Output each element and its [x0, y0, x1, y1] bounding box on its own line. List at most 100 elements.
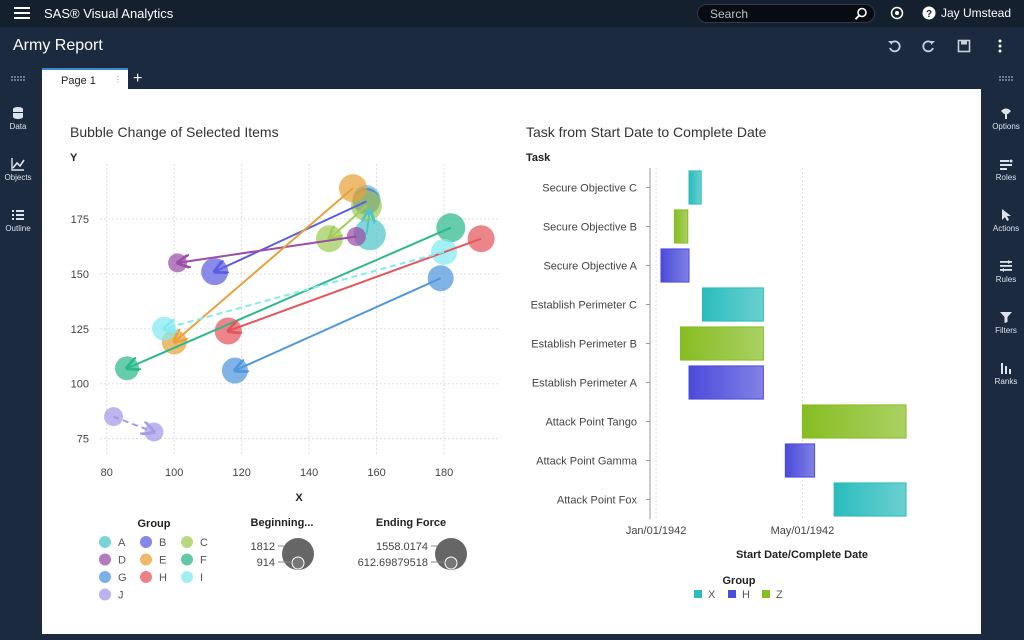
y-tick-label: 125 [71, 324, 89, 336]
filter-icon [1000, 312, 1012, 323]
size-legend-value: 612.69879518 [358, 557, 428, 569]
sidebar-item-options[interactable]: Options [988, 106, 1024, 146]
change-arrow-I [164, 250, 445, 329]
change-arrow-C [329, 204, 368, 239]
sidebar-item-objects[interactable]: Objects [0, 157, 36, 197]
gantt-bar [679, 326, 764, 361]
legend-swatch-J [99, 588, 111, 601]
charts-svg: Bubble Change of Selected Items Y X 80 100 12… [70, 124, 907, 602]
sidebar-item-rules[interactable]: Rules [988, 259, 1024, 299]
sidebar-item-outline[interactable]: Outline [0, 208, 36, 248]
sidebar-label: Data [9, 122, 27, 131]
report-title: Army Report [13, 37, 103, 54]
change-arrow-B [215, 200, 367, 271]
size-legend-value: 914 [257, 557, 275, 569]
tab-page-1[interactable]: Page 1 [42, 68, 128, 89]
task-label: Establish Perimeter C [531, 300, 637, 312]
add-page-button[interactable]: + [133, 70, 143, 87]
sidebar-label: Options [992, 122, 1020, 131]
gantt-bar [801, 404, 907, 439]
task-label: Establish Perimeter A [532, 378, 638, 390]
change-arrow-D [178, 235, 357, 263]
x-tick-label: 120 [232, 467, 250, 479]
hamburger-menu-icon[interactable] [14, 7, 30, 20]
save-icon[interactable] [957, 39, 971, 53]
collapse-grip-icon[interactable] [999, 76, 1013, 82]
gantt-legend-label: H [742, 589, 750, 601]
x-tick-label: 140 [300, 467, 318, 479]
sidebar-label: Objects [4, 173, 32, 182]
legend-swatch-D [99, 553, 111, 566]
user-name[interactable]: Jay Umstead [941, 6, 1012, 20]
change-arrow-F [127, 226, 452, 369]
task-label: Establish Perimeter B [531, 339, 637, 351]
tab-label: Page 1 [61, 75, 96, 87]
gantt-bar [784, 443, 816, 478]
rules-icon [1000, 260, 1012, 272]
legend-label-G: G [118, 572, 127, 584]
bubble-E [338, 174, 367, 203]
y-tick-label: 175 [71, 214, 89, 226]
left-sidebar: Data Objects Outline [0, 68, 36, 640]
legend-label-B: B [159, 537, 166, 549]
help-icon[interactable] [890, 6, 904, 20]
size-legend-small [444, 556, 458, 570]
undo-icon[interactable] [887, 39, 901, 53]
legend-label-C: C [200, 537, 208, 549]
change-arrow-E [174, 187, 354, 342]
legend-swatch-B [140, 536, 152, 548]
list-icon [12, 210, 24, 220]
legend-label-D: D [118, 555, 126, 567]
legend-swatch-I [181, 571, 193, 583]
report-canvas: Bubble Change of Selected Items Y X 80 100 12… [42, 89, 981, 634]
roles-icon [1000, 159, 1013, 170]
app-name: SAS® Visual Analytics [44, 6, 174, 21]
change-arrow-J [113, 415, 153, 432]
gantt-x-axis-label: Start Date/Complete Date [736, 549, 868, 561]
legend-title-beginning: Beginning... [251, 517, 314, 529]
search-placeholder: Search [710, 7, 749, 21]
size-legend-value: 1558.0174 [376, 541, 428, 553]
sidebar-label: Roles [995, 173, 1017, 182]
cursor-icon [1002, 209, 1011, 221]
redo-icon[interactable] [922, 39, 936, 53]
gantt-legend-title: Group [723, 575, 756, 587]
search-input[interactable]: Search [697, 4, 875, 23]
x-tick-label: 80 [101, 467, 113, 479]
gantt-legend-label: X [708, 589, 716, 601]
gantt-legend-swatch-Z [762, 590, 770, 598]
gantt-legend-swatch-H [728, 590, 736, 598]
tab-menu-icon[interactable]: ⋮ [114, 75, 122, 84]
gantt-bar [701, 287, 764, 322]
y-tick-label: 150 [71, 269, 89, 281]
task-label: Attack Point Tango [545, 417, 637, 429]
more-options-icon[interactable] [993, 39, 1007, 53]
task-label: Attack Point Fox [557, 495, 638, 507]
arrows-layer [113, 187, 482, 432]
legend-title-group: Group [138, 518, 171, 530]
sidebar-item-roles[interactable]: Roles [988, 157, 1024, 197]
gantt-bar [688, 365, 764, 400]
database-icon [13, 107, 23, 119]
legend-title-ending: Ending Force [376, 517, 446, 529]
legend-swatch-F [181, 553, 193, 566]
gantt-legend-swatch-X [694, 590, 702, 598]
sidebar-label: Ranks [994, 377, 1018, 386]
right-sidebar: Options Roles Actions Rules Filters Rank… [988, 68, 1024, 640]
legend-swatch-C [181, 536, 193, 548]
sidebar-item-filters[interactable]: Filters [988, 310, 1024, 350]
sidebar-item-actions[interactable]: Actions [988, 208, 1024, 248]
collapse-grip-icon[interactable] [11, 76, 25, 82]
gantt-bar [673, 209, 689, 244]
top-bar: SAS® Visual Analytics Search ? Jay Umste… [0, 0, 1024, 27]
legend-label-A: A [118, 537, 126, 549]
brush-icon [1001, 108, 1011, 119]
sidebar-label: Actions [992, 224, 1020, 233]
x-tick-label: 160 [367, 467, 385, 479]
search-icon[interactable] [854, 7, 868, 21]
sidebar-item-data[interactable]: Data [0, 106, 36, 146]
user-account-icon[interactable]: ? [922, 6, 936, 20]
x-tick-label: 100 [165, 467, 183, 479]
sidebar-item-ranks[interactable]: Ranks [988, 361, 1024, 401]
